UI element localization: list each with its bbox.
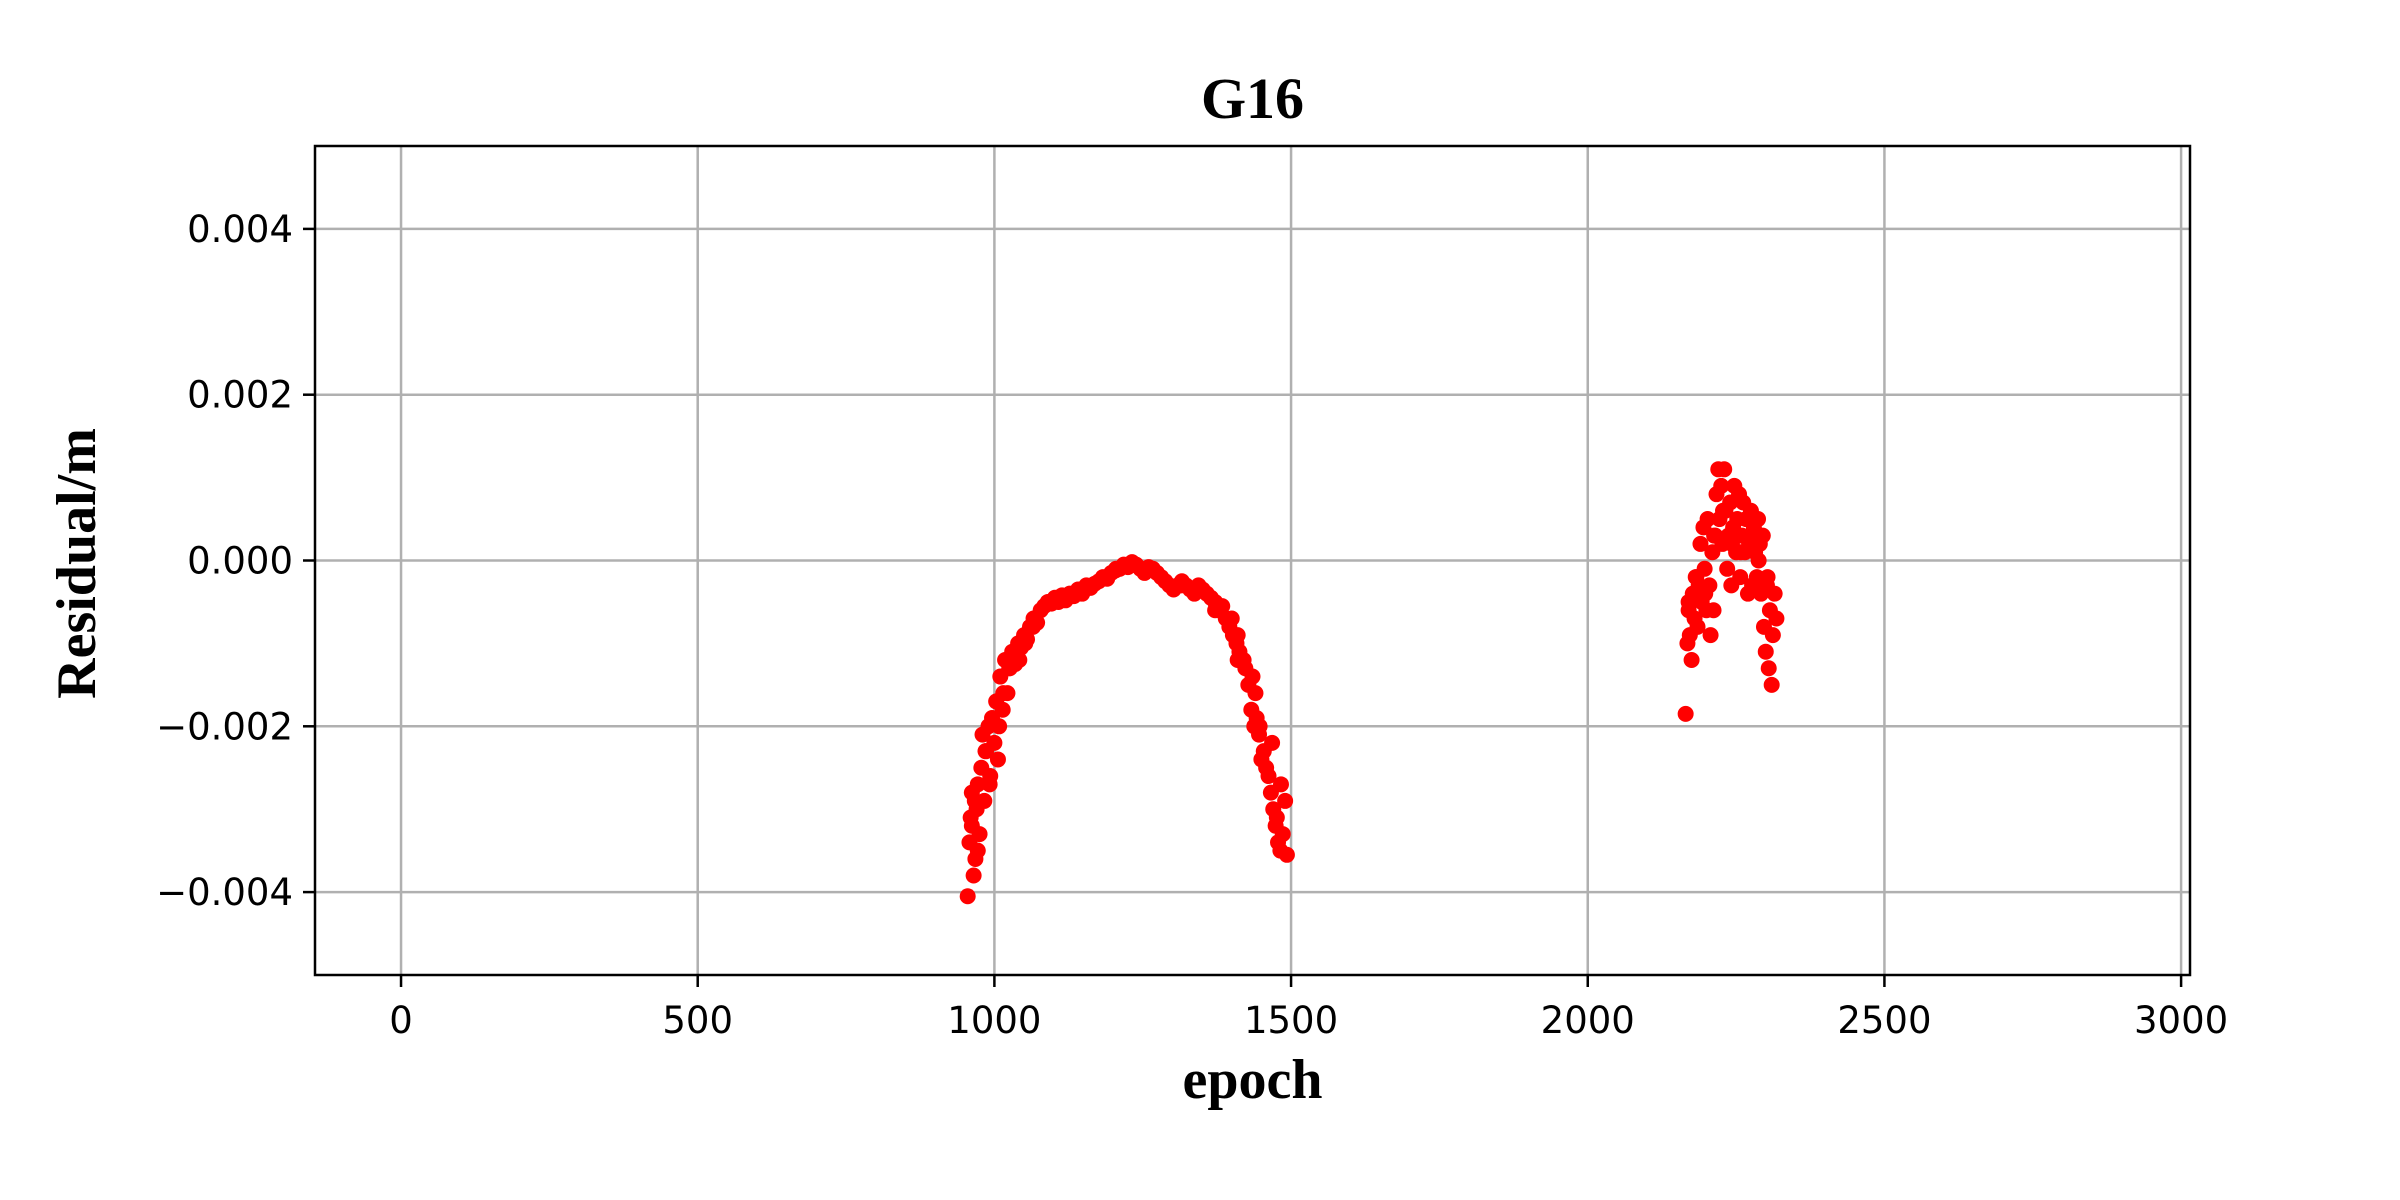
data-point xyxy=(1272,776,1289,793)
grid xyxy=(315,146,2190,975)
data-point xyxy=(1697,585,1714,602)
data-point xyxy=(1692,535,1709,552)
data-point xyxy=(1278,846,1295,863)
data-point xyxy=(1024,618,1041,635)
data-point xyxy=(1011,651,1028,668)
data-point xyxy=(963,817,980,834)
data-point xyxy=(1702,627,1719,644)
data-point xyxy=(1768,610,1785,627)
data-point xyxy=(1688,569,1705,586)
x-tick-label: 3000 xyxy=(2134,999,2228,1042)
data-point xyxy=(1716,461,1733,478)
data-point xyxy=(1715,502,1732,519)
x-tick-label: 0 xyxy=(389,999,413,1042)
x-tick-label: 500 xyxy=(662,999,733,1042)
y-tick-label: −0.004 xyxy=(156,871,293,914)
data-point xyxy=(1677,705,1694,722)
data-point xyxy=(1075,581,1092,598)
data-point xyxy=(1140,560,1157,577)
data-point xyxy=(969,842,986,859)
data-point xyxy=(1223,610,1240,627)
data-point xyxy=(1699,511,1716,528)
data-point xyxy=(1750,552,1767,569)
data-point xyxy=(1706,527,1723,544)
data-point xyxy=(995,685,1012,702)
data-point xyxy=(1719,560,1736,577)
chart-title: G16 xyxy=(1201,66,1304,131)
scatter-points xyxy=(959,461,1785,905)
data-point xyxy=(1264,734,1281,751)
data-point xyxy=(1760,660,1777,677)
data-point xyxy=(1683,651,1700,668)
data-point xyxy=(1042,593,1059,610)
data-point xyxy=(965,867,982,884)
data-point xyxy=(1260,768,1277,785)
data-point xyxy=(1750,511,1767,528)
data-point xyxy=(991,718,1008,735)
y-axis-title: Residual/m xyxy=(46,428,108,699)
data-point xyxy=(1757,643,1774,660)
x-tick-label: 1000 xyxy=(947,999,1041,1042)
x-axis-title: epoch xyxy=(1183,1049,1323,1111)
data-point xyxy=(1763,676,1780,693)
data-point xyxy=(959,888,976,905)
data-point xyxy=(1251,718,1268,735)
y-axis: 0.004 0.002 0.000 −0.002 −0.004 xyxy=(156,208,315,914)
y-tick-label: 0.004 xyxy=(187,208,293,251)
data-point xyxy=(966,792,983,809)
data-point xyxy=(994,701,1011,718)
data-point xyxy=(1268,809,1285,826)
data-point xyxy=(1754,527,1771,544)
data-point xyxy=(1244,668,1261,685)
data-point xyxy=(977,743,994,760)
data-point xyxy=(1229,627,1246,644)
data-point xyxy=(1017,635,1034,652)
data-point xyxy=(1108,560,1125,577)
data-point xyxy=(1759,569,1776,586)
data-point xyxy=(1766,585,1783,602)
data-point xyxy=(1764,627,1781,644)
data-point xyxy=(1732,544,1749,561)
x-axis: 0 500 1000 1500 2000 2500 3000 xyxy=(389,975,2228,1042)
y-tick-label: −0.002 xyxy=(156,705,293,748)
x-tick-label: 1500 xyxy=(1244,999,1338,1042)
x-tick-label: 2000 xyxy=(1541,999,1635,1042)
data-point xyxy=(1274,826,1291,843)
data-point xyxy=(1229,651,1246,668)
data-point xyxy=(1713,477,1730,494)
data-point xyxy=(1689,618,1706,635)
data-point xyxy=(989,751,1006,768)
data-point xyxy=(1732,569,1749,586)
data-point xyxy=(969,776,986,793)
data-point xyxy=(1207,602,1224,619)
y-tick-label: 0.002 xyxy=(187,374,293,417)
data-point xyxy=(1741,527,1758,544)
data-point xyxy=(1705,602,1722,619)
y-tick-label: 0.000 xyxy=(187,540,293,583)
data-point xyxy=(1173,577,1190,594)
data-point xyxy=(1247,685,1264,702)
x-tick-label: 2500 xyxy=(1837,999,1931,1042)
data-point xyxy=(1680,593,1697,610)
data-point xyxy=(981,776,998,793)
data-point xyxy=(1277,792,1294,809)
